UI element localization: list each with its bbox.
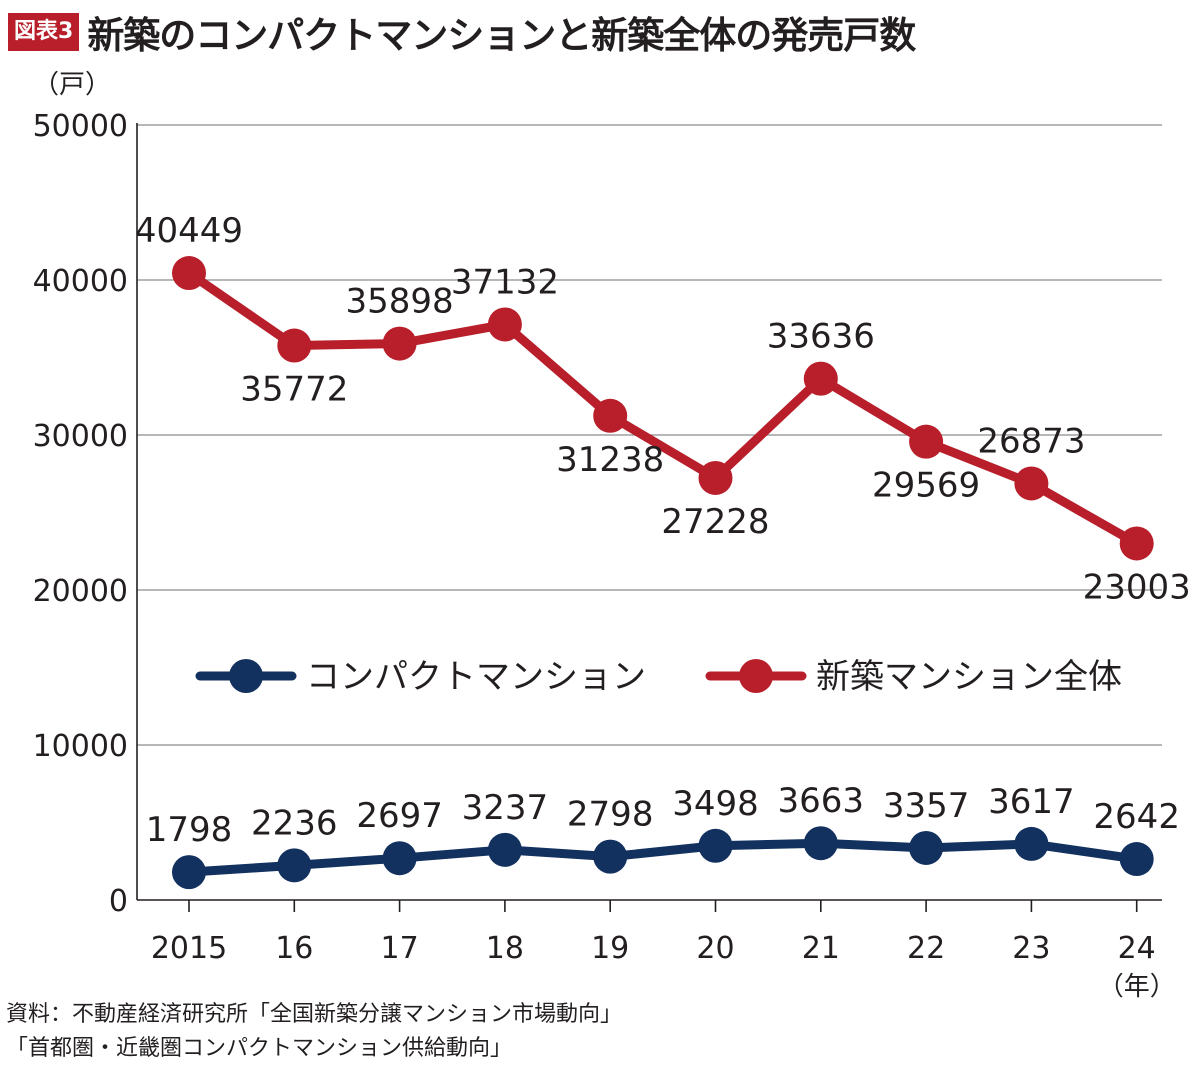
data-label-1-5: 27228: [661, 502, 769, 542]
data-label-1-0: 40449: [135, 211, 243, 251]
x-axis-unit-label: （年）: [1098, 972, 1176, 1002]
legend-label-1: 新築マンション全体: [816, 657, 1122, 697]
data-point-1-3: [487, 307, 522, 342]
chart-title: 新築のコンパクトマンションと新築全体の発売戸数: [87, 14, 916, 57]
source-note: 資料：不動産経済研究所「全国新築分譲マンション市場動向」 「首都圏・近畿圏コンパ…: [6, 998, 622, 1066]
y-tick-label: 50000: [33, 109, 128, 144]
data-point-1-6: [803, 361, 838, 396]
legend: コンパクトマンション 新築マンション全体: [195, 657, 1122, 697]
data-label-0-3: 3237: [462, 788, 549, 828]
y-tick-label: 20000: [33, 574, 128, 609]
y-tick-label: 10000: [33, 729, 128, 764]
x-tick-label: 17: [381, 931, 419, 966]
axes: 0 10000 20000 30000 40000 50000 （戸） 2015 16 17 18 1…: [33, 70, 1176, 1002]
legend-marker-1: [739, 659, 773, 693]
x-tick-label: 19: [591, 931, 629, 966]
figure-badge: 図表3: [8, 13, 80, 51]
data-point-0-7: [909, 830, 944, 865]
y-tick-label: 30000: [33, 419, 128, 454]
data-point-0-3: [487, 832, 522, 867]
data-label-1-2: 35898: [346, 282, 454, 322]
y-axis-unit-label: （戸）: [33, 70, 111, 100]
chart-header: 図表3 新築のコンパクトマンションと新築全体の発売戸数: [8, 8, 916, 57]
data-label-0-4: 2798: [567, 795, 654, 835]
data-point-0-1: [277, 848, 312, 883]
source-line-2: 「首都圏・近畿圏コンパクトマンション供給動向」: [6, 1036, 513, 1061]
data-point-0-2: [382, 841, 417, 876]
data-label-0-7: 3357: [883, 786, 970, 826]
data-label-1-3: 37132: [451, 262, 559, 302]
data-label-1-4: 31238: [556, 440, 664, 480]
x-tick-label: 20: [696, 931, 734, 966]
x-tick-label: 21: [802, 931, 840, 966]
data-label-0-6: 3663: [778, 781, 865, 821]
data-label-1-9: 23003: [1083, 567, 1191, 607]
data-point-0-5: [698, 828, 733, 863]
data-point-1-0: [172, 256, 206, 291]
y-tick-label: 40000: [33, 264, 128, 299]
x-tick-label: 23: [1012, 931, 1050, 966]
data-point-0-0: [172, 855, 206, 890]
legend-label-0: コンパクトマンション: [306, 657, 646, 697]
series-line-0: [184, 838, 1142, 877]
data-point-0-8: [1014, 826, 1049, 861]
data-point-1-2: [382, 326, 417, 361]
data-point-1-1: [277, 328, 312, 363]
x-tick-label: 24: [1118, 931, 1156, 966]
data-point-0-6: [803, 826, 838, 861]
data-label-0-9: 2642: [1093, 797, 1180, 837]
data-label-0-8: 3617: [988, 782, 1075, 822]
data-label-0-2: 2697: [356, 796, 443, 836]
source-line-1: 資料：不動産経済研究所「全国新築分譲マンション市場動向」: [6, 1002, 623, 1027]
data-label-1-7: 29569: [872, 466, 980, 506]
data-point-1-7: [909, 424, 944, 459]
series-lines: [172, 256, 1154, 890]
data-point-1-5: [698, 460, 733, 495]
x-tick-label: 18: [486, 931, 524, 966]
data-label-0-0: 1798: [146, 810, 233, 850]
data-label-1-1: 35772: [240, 370, 348, 410]
data-label-1-6: 33636: [767, 317, 875, 357]
x-tick-label: 2015: [151, 931, 227, 966]
data-point-0-9: [1119, 842, 1154, 877]
data-labels: 1798 2236 2697 3237 2798 3498 3663 3357 3617 2642…: [135, 211, 1191, 850]
legend-marker-0: [229, 659, 263, 693]
data-label-1-8: 26873: [977, 421, 1085, 461]
data-point-1-4: [593, 398, 628, 433]
x-tick-label: 22: [907, 931, 945, 966]
y-tick-label: 0: [109, 884, 128, 919]
data-point-0-4: [593, 839, 628, 874]
data-label-0-1: 2236: [251, 803, 338, 843]
data-point-1-9: [1119, 526, 1154, 561]
x-tick-label: 16: [275, 931, 313, 966]
data-point-1-8: [1014, 466, 1049, 501]
series-line-1: [184, 268, 1142, 548]
data-label-0-5: 3498: [672, 784, 759, 824]
